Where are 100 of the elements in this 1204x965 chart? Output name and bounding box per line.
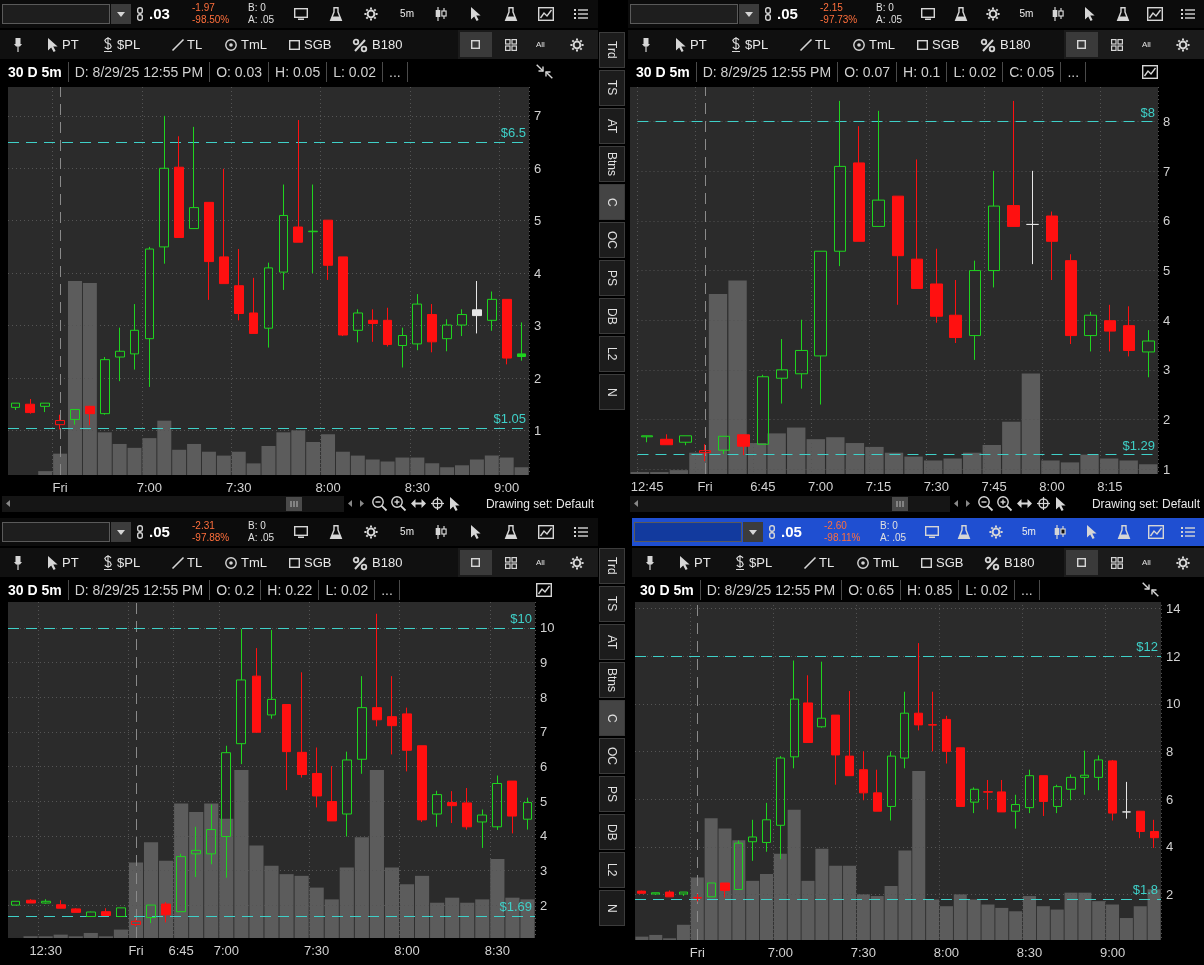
candlestick	[204, 201, 214, 301]
candlestick	[853, 125, 865, 242]
y-tick-label: 1	[1163, 461, 1171, 477]
candlestick	[279, 184, 288, 291]
candlestick	[757, 374, 769, 445]
candlestick	[234, 248, 244, 321]
text: All	[1142, 558, 1151, 567]
text: A: .05	[876, 14, 903, 25]
x-tick-label: 6:45	[168, 943, 194, 958]
text: SGB	[936, 555, 964, 570]
text: All	[536, 40, 545, 49]
y-tick-label: 3	[1163, 362, 1171, 378]
candlestick	[115, 327, 125, 382]
candlestick	[86, 911, 96, 918]
y-tick-label: 2	[1163, 411, 1171, 427]
candlestick	[327, 765, 337, 822]
text: TL	[815, 37, 831, 52]
y-tick-label: 14	[1166, 601, 1181, 616]
candlestick	[641, 435, 653, 443]
candlestick	[116, 907, 126, 918]
candlestick	[402, 707, 412, 772]
text: 5m	[1019, 8, 1034, 19]
text: SGB	[932, 37, 960, 52]
candlestick	[707, 882, 716, 898]
text: -97.73%	[820, 14, 858, 25]
y-tick-label: 2	[534, 370, 542, 386]
tab: TS	[599, 70, 625, 106]
text: B180	[372, 555, 403, 570]
candlestick	[1066, 773, 1076, 801]
candlestick	[693, 893, 702, 902]
candlestick	[679, 435, 692, 446]
candlestick	[831, 714, 840, 786]
chart-subtitle: D: 8/29/25 12:55 PM O: 0.07 H: 0.1 L: 0.02 C: 0.05 ...	[702, 64, 1080, 80]
candlestick	[1136, 810, 1145, 839]
text: PT	[62, 555, 79, 570]
y-tick-label: 6	[534, 160, 542, 176]
x-tick-label: 8:30	[1016, 945, 1043, 960]
text: B: 0	[248, 520, 266, 531]
candlestick	[146, 904, 156, 924]
candlestick	[1104, 304, 1116, 352]
tab: Btns	[599, 146, 625, 182]
candlestick	[11, 402, 20, 411]
candlestick	[189, 126, 199, 230]
candlestick	[887, 750, 896, 822]
y-tick-label: 8	[1163, 114, 1171, 130]
chart-subtitle: D: 8/29/25 12:55 PM O: 0.03 H: 0.05 L: 0.02 ...	[74, 64, 401, 80]
y-tick-label: 4	[1166, 839, 1174, 855]
candlestick	[873, 769, 882, 812]
y-tick-label: 1	[534, 422, 542, 438]
x-tick-label: Fri	[52, 480, 68, 495]
text: -2.60	[824, 520, 847, 531]
candlestick	[25, 398, 35, 415]
candlestick	[776, 755, 785, 860]
tab: DB	[599, 298, 625, 334]
candlestick	[665, 889, 674, 898]
text: $PL	[117, 555, 141, 570]
tab: TS	[599, 586, 625, 622]
tab: OC	[599, 738, 625, 774]
candlestick	[161, 901, 171, 923]
text: -2.15	[820, 2, 843, 13]
ref-line-label: $1.69	[499, 898, 532, 914]
candlestick	[814, 250, 827, 406]
text: 5m	[400, 8, 415, 19]
candlestick	[930, 248, 943, 324]
candlestick	[718, 435, 730, 455]
candlestick	[1025, 769, 1034, 814]
candlestick	[267, 629, 276, 720]
x-tick-label: 7:00	[807, 479, 834, 494]
candlestick	[353, 308, 363, 343]
text: Drawing set: Default	[1091, 497, 1200, 511]
candlestick	[1039, 775, 1048, 817]
candlestick	[252, 647, 261, 733]
candlestick	[56, 899, 66, 909]
candlestick	[101, 907, 111, 916]
x-tick-label: Fri	[697, 479, 713, 494]
x-tick-label: 7:00	[136, 480, 163, 495]
text: All	[1142, 40, 1151, 49]
candlestick	[282, 704, 291, 791]
tab: C	[599, 700, 625, 736]
text: -98.11%	[824, 532, 861, 543]
text: -2.31	[192, 520, 215, 531]
tab: Btns	[599, 662, 625, 698]
candlestick	[40, 402, 50, 413]
y-tick-label: 6	[1166, 791, 1174, 807]
x-tick-label: 7:00	[213, 943, 239, 958]
ref-line-label: $1.05	[493, 410, 526, 426]
candlestick	[372, 613, 382, 727]
candlestick	[1080, 750, 1089, 796]
candlestick	[1007, 100, 1020, 227]
text: B180	[1004, 555, 1035, 570]
tab: AT	[599, 624, 625, 660]
text: PT	[62, 37, 79, 52]
candlestick	[762, 802, 771, 853]
candlestick	[859, 750, 868, 801]
candlestick	[1123, 305, 1135, 357]
chart-title: 30 D 5m	[640, 582, 694, 598]
candlestick	[1026, 170, 1039, 265]
candlestick	[71, 907, 81, 913]
candlestick	[1122, 781, 1131, 820]
text: A: .05	[880, 532, 907, 543]
